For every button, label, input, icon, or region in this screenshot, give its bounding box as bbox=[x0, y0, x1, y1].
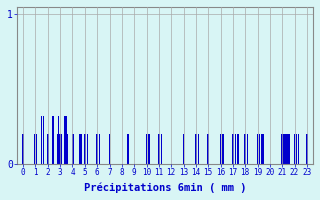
Bar bbox=[257, 134, 258, 164]
Bar bbox=[197, 134, 199, 164]
Bar bbox=[148, 134, 150, 164]
Bar bbox=[99, 134, 100, 164]
Bar bbox=[66, 116, 67, 164]
Bar bbox=[109, 134, 110, 164]
Bar bbox=[87, 134, 88, 164]
Bar bbox=[43, 116, 44, 164]
Bar bbox=[61, 134, 62, 164]
Bar bbox=[222, 134, 224, 164]
Bar bbox=[289, 134, 290, 164]
Bar bbox=[306, 134, 308, 164]
Bar bbox=[161, 134, 162, 164]
Bar bbox=[283, 134, 285, 164]
Bar bbox=[36, 134, 37, 164]
Bar bbox=[259, 134, 260, 164]
Bar bbox=[41, 116, 42, 164]
Bar bbox=[52, 116, 53, 164]
Bar bbox=[262, 134, 264, 164]
Bar bbox=[294, 134, 295, 164]
Bar bbox=[298, 134, 299, 164]
Bar bbox=[285, 134, 287, 164]
Bar bbox=[220, 134, 221, 164]
Bar bbox=[64, 116, 66, 164]
Bar bbox=[58, 116, 59, 164]
Bar bbox=[47, 134, 49, 164]
Bar bbox=[183, 134, 184, 164]
Bar bbox=[22, 134, 24, 164]
Bar bbox=[60, 134, 61, 164]
Bar bbox=[73, 134, 75, 164]
Bar bbox=[287, 134, 289, 164]
Bar bbox=[232, 134, 234, 164]
Bar bbox=[67, 134, 68, 164]
Bar bbox=[127, 134, 129, 164]
Bar bbox=[80, 134, 82, 164]
Bar bbox=[195, 134, 196, 164]
Bar bbox=[260, 134, 262, 164]
Bar bbox=[96, 134, 98, 164]
Bar bbox=[296, 134, 297, 164]
X-axis label: Précipitations 6min ( mm ): Précipitations 6min ( mm ) bbox=[84, 183, 246, 193]
Bar bbox=[244, 134, 246, 164]
Bar bbox=[207, 134, 209, 164]
Bar bbox=[84, 134, 85, 164]
Bar bbox=[158, 134, 160, 164]
Bar bbox=[146, 134, 147, 164]
Bar bbox=[57, 134, 59, 164]
Bar bbox=[247, 134, 248, 164]
Bar bbox=[282, 134, 283, 164]
Bar bbox=[34, 134, 35, 164]
Bar bbox=[72, 134, 73, 164]
Bar bbox=[235, 134, 236, 164]
Bar bbox=[78, 134, 80, 164]
Bar bbox=[237, 134, 238, 164]
